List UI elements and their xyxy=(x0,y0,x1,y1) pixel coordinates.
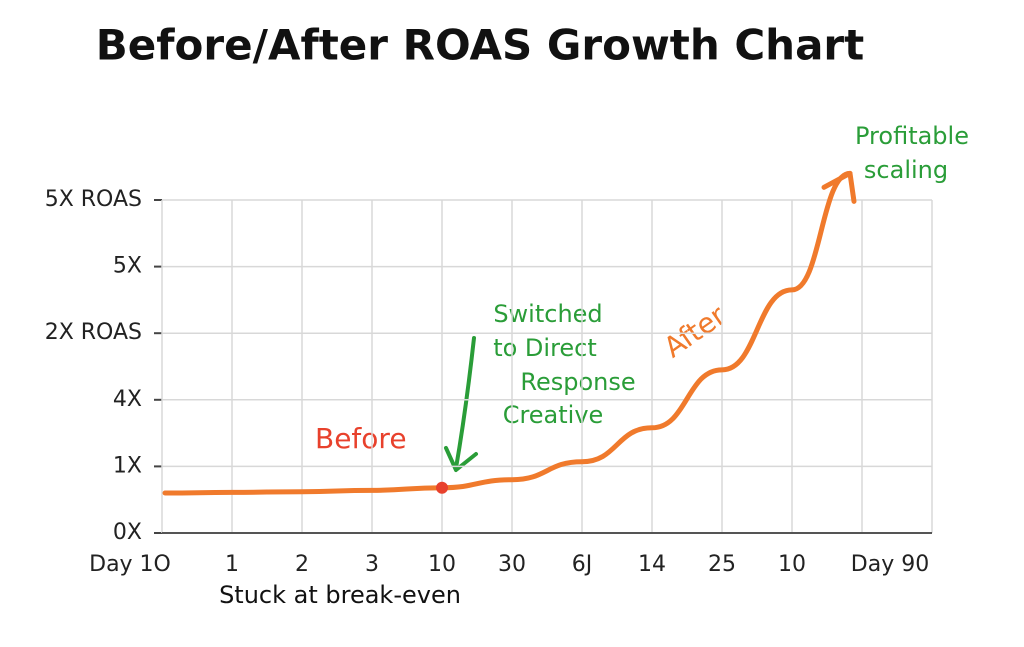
x-tick-label: 25 xyxy=(708,552,736,577)
y-tick-label: 1X xyxy=(113,453,142,478)
y-tick-label: 0X xyxy=(113,520,142,545)
scaling-note: Profitable xyxy=(855,122,969,150)
scaling-note: scaling xyxy=(864,156,948,184)
x-tick-label: 3 xyxy=(365,552,379,577)
y-tick-label: 4X xyxy=(113,387,142,412)
x-tick-label: Day 1O xyxy=(89,552,171,577)
x-tick-label: Day 90 xyxy=(851,552,929,577)
before-label: Before xyxy=(315,422,407,455)
y-tick-label: 5X ROAS xyxy=(45,187,142,212)
after-label: After xyxy=(658,298,732,364)
line xyxy=(162,170,853,496)
x-tick-label: 6J xyxy=(572,552,593,577)
line-arrowhead xyxy=(821,170,857,204)
switch-note: to Direct xyxy=(493,334,597,362)
x-tick-label: 14 xyxy=(638,552,666,577)
switch-note: Response xyxy=(520,368,635,396)
x-tick-label: 30 xyxy=(498,552,526,577)
chart-title: Before/After ROAS Growth Chart xyxy=(96,21,864,70)
marker xyxy=(436,481,448,494)
switch-note: Creative xyxy=(503,401,604,429)
y-tick-label: 5X xyxy=(113,254,142,279)
x-tick-label: 10 xyxy=(428,552,456,577)
x-axis-label: Stuck at break-even xyxy=(219,581,461,609)
switch-note: Switched xyxy=(493,300,602,328)
x-tick-label: 1 xyxy=(225,552,239,577)
switch-arrow xyxy=(444,336,478,472)
x-tick-label: 2 xyxy=(295,552,309,577)
x-tick-label: 10 xyxy=(778,552,806,577)
y-tick-label: 2X ROAS xyxy=(45,320,142,345)
